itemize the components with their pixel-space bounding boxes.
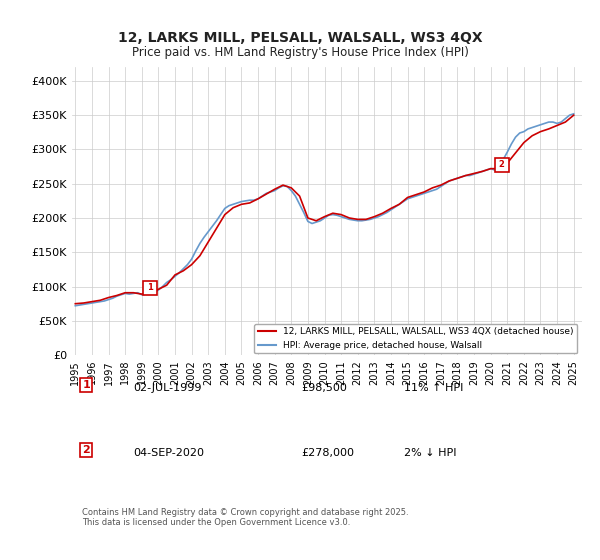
Text: 04-SEP-2020: 04-SEP-2020	[133, 448, 204, 458]
Text: 1: 1	[147, 283, 153, 292]
Text: 12, LARKS MILL, PELSALL, WALSALL, WS3 4QX: 12, LARKS MILL, PELSALL, WALSALL, WS3 4Q…	[118, 31, 482, 45]
Legend: 12, LARKS MILL, PELSALL, WALSALL, WS3 4QX (detached house), HPI: Average price, : 12, LARKS MILL, PELSALL, WALSALL, WS3 4Q…	[254, 324, 577, 353]
Text: £278,000: £278,000	[302, 448, 355, 458]
Text: 02-JUL-1999: 02-JUL-1999	[133, 383, 202, 393]
Text: 11% ↑ HPI: 11% ↑ HPI	[404, 383, 463, 393]
Text: Contains HM Land Registry data © Crown copyright and database right 2025.
This d: Contains HM Land Registry data © Crown c…	[82, 508, 409, 527]
Text: 1: 1	[82, 380, 90, 390]
Text: 2: 2	[499, 160, 505, 169]
Text: 2: 2	[82, 445, 90, 455]
Text: £98,500: £98,500	[302, 383, 347, 393]
Text: Price paid vs. HM Land Registry's House Price Index (HPI): Price paid vs. HM Land Registry's House …	[131, 46, 469, 59]
Text: 2% ↓ HPI: 2% ↓ HPI	[404, 448, 456, 458]
